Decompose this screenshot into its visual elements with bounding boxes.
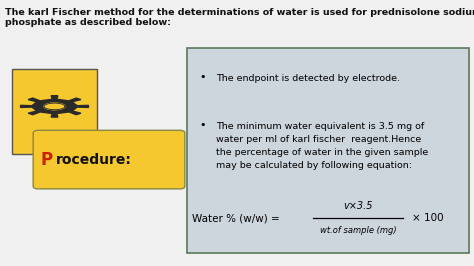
Text: P: P	[40, 151, 53, 169]
Text: •: •	[199, 120, 206, 130]
Text: rocedure:: rocedure:	[55, 153, 131, 167]
Text: Water % (w/w) =: Water % (w/w) =	[192, 213, 280, 223]
Text: The minimum water equivalent is 3.5 mg of
water per ml of karl fischer  reagent.: The minimum water equivalent is 3.5 mg o…	[216, 122, 428, 170]
Text: wt.of sample (mg): wt.of sample (mg)	[319, 226, 396, 235]
Text: •: •	[199, 72, 206, 82]
Text: v×3.5: v×3.5	[343, 201, 373, 211]
Text: The karl Fischer method for the determinations of water is used for prednisolone: The karl Fischer method for the determin…	[5, 8, 474, 27]
Polygon shape	[44, 103, 65, 110]
FancyBboxPatch shape	[12, 69, 97, 154]
FancyBboxPatch shape	[33, 130, 185, 189]
Text: The endpoint is detected by electrode.: The endpoint is detected by electrode.	[216, 74, 400, 84]
Text: × 100: × 100	[412, 213, 444, 223]
FancyBboxPatch shape	[187, 48, 469, 253]
Polygon shape	[20, 96, 89, 117]
